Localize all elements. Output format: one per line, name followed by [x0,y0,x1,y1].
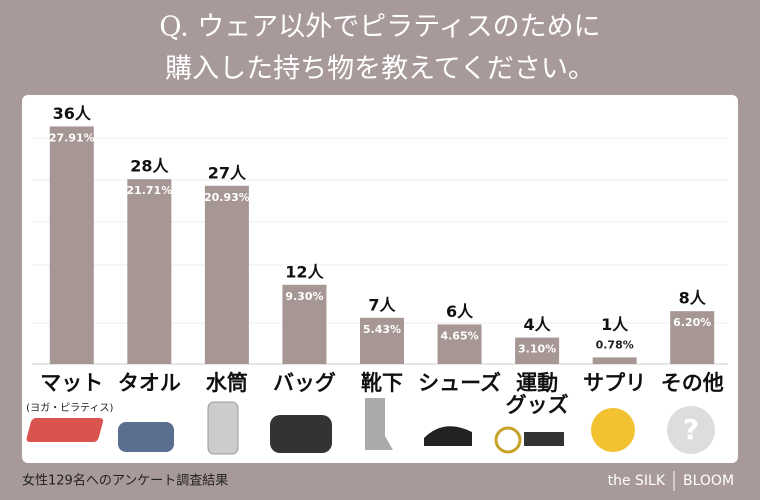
value-label: 1人 [601,315,629,334]
percent-label: 9.30% [285,290,323,303]
chart-title: Q. ウェア以外でピラティスのために [159,12,600,43]
bar [49,126,94,365]
panel [22,95,738,463]
bar [127,179,172,364]
value-label: 28人 [130,157,169,176]
icon-goods [524,432,564,446]
x-tick-label: シューズ [418,371,501,395]
percent-label: 6.20% [673,316,711,329]
icon-goods [494,426,522,454]
bar [670,311,715,364]
percent-label: 3.10% [518,343,556,356]
x-tick-label: 水筒 [206,371,248,395]
footnote: 女性129名へのアンケート調査結果 [22,473,228,489]
value-label: 4人 [524,315,552,334]
bar [592,357,637,364]
bar [515,337,560,364]
icon-bag [270,415,332,453]
percent-label: 20.93% [204,191,250,204]
value-label: 36人 [53,104,92,123]
icon-shoes [424,426,472,446]
icon-other [667,406,715,454]
brand: BLOOM [683,473,734,489]
icon-towel [118,422,174,452]
x-tick-label: 靴下 [361,371,403,395]
value-label: 6人 [446,302,474,321]
brand: the SILK [608,473,666,489]
icon-supplement [591,408,635,452]
bar [282,284,327,364]
icon-mat [26,418,104,442]
percent-label: 5.43% [363,323,401,336]
x-tick-label: その他 [661,371,724,395]
x-tick-label: 運動グッズ [506,371,569,417]
x-tick-label: バッグ [273,371,336,395]
icon-question: ? [683,413,699,446]
value-label: 8人 [679,289,707,308]
value-label: 12人 [285,262,324,281]
chart-title: 購入した持ち物を教えてください。 [165,54,595,85]
category-note: (ヨガ・ピラティス) [26,402,113,414]
bar [204,185,249,364]
percent-label: 4.65% [440,329,478,342]
icons: ? [26,398,715,455]
icon-bottle [207,401,239,455]
percent-label: 27.91% [49,131,95,144]
bar [437,324,482,364]
x-tick-label: マット [40,371,103,395]
value-label: 27人 [208,163,247,182]
percent-label: 0.78% [596,338,634,351]
bar [360,317,404,364]
x-tick-label: タオル [118,371,181,395]
value-label: 7人 [368,295,396,314]
icon-socks [365,398,393,450]
x-tick-label: サプリ [583,371,646,395]
percent-label: 21.71% [126,184,172,197]
